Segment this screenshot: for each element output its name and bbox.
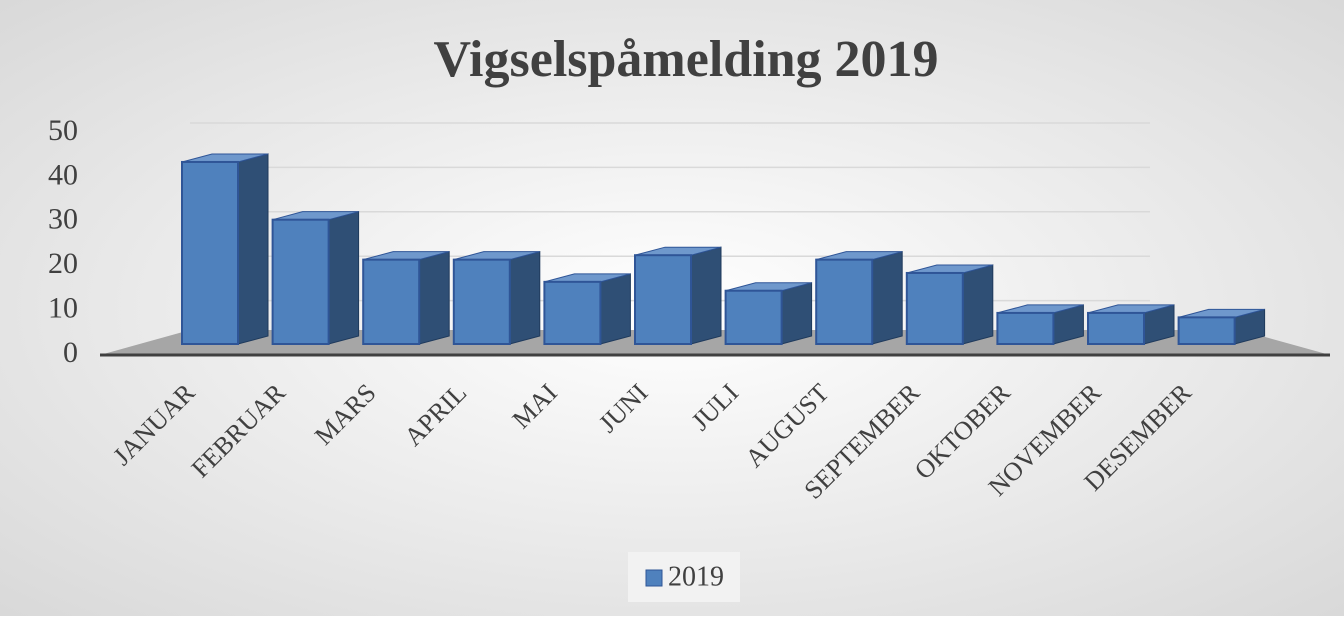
chart-title: Vigselspåmelding 2019 (433, 31, 938, 88)
bar-side (962, 264, 994, 345)
bar (996, 304, 1084, 346)
y-tick-label: 20 (48, 247, 78, 280)
bar (362, 250, 450, 346)
bar-front (905, 271, 964, 345)
legend-label: 2019 (668, 561, 724, 592)
y-tick-label: 0 (63, 336, 78, 369)
y-tick-label: 40 (48, 158, 78, 191)
bar-front (362, 258, 421, 346)
bar (1177, 308, 1266, 345)
bar-front (543, 280, 602, 345)
bar-side (509, 250, 541, 345)
y-tick-label: 30 (48, 203, 78, 236)
bar-front (1177, 316, 1236, 345)
bar-front (996, 311, 1055, 346)
bar (905, 264, 994, 345)
bar (452, 250, 541, 346)
bar (543, 273, 631, 345)
bar-side (237, 153, 269, 345)
bar (271, 211, 360, 345)
bar-front (1087, 311, 1145, 346)
bar (181, 153, 269, 345)
bar-front (452, 258, 511, 346)
bar-front (634, 254, 692, 345)
bar-front (181, 160, 239, 345)
bar (815, 250, 903, 346)
bar-front (724, 289, 783, 345)
bar-front (271, 218, 330, 345)
bar-front (815, 258, 874, 346)
bar-side (690, 246, 722, 345)
bar-side (599, 273, 631, 345)
bar-side (418, 250, 450, 345)
bar-side (328, 211, 360, 345)
bar-side (781, 282, 813, 345)
bar (724, 282, 813, 345)
y-tick-label: 10 (48, 291, 78, 324)
bar (634, 246, 722, 345)
y-tick-label: 50 (48, 114, 78, 147)
legend-swatch (645, 569, 663, 587)
bar-side (871, 250, 903, 345)
bar (1087, 304, 1175, 346)
